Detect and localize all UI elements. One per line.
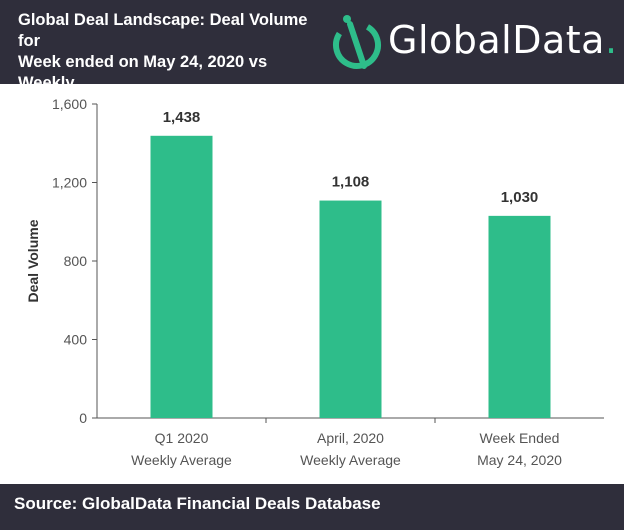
- data-label-1: 1,438: [163, 109, 201, 126]
- source-note: Source: GlobalData Financial Deals Datab…: [14, 494, 381, 513]
- bar-3: [488, 215, 551, 418]
- globaldata-logo-icon: [333, 15, 381, 69]
- labels: 1,438 Q1 2020 Weekly Average 1,108 April, 20…: [131, 109, 562, 468]
- logo-dot: .: [604, 18, 618, 62]
- y-tick-label: 0: [79, 410, 87, 426]
- y-tick-label: 800: [64, 253, 88, 269]
- footer-banner: Source: GlobalData Financial Deals Datab…: [0, 484, 624, 530]
- x-tick-label: Week Ended: [480, 430, 560, 446]
- logo-wordmark: GlobalData.: [388, 18, 618, 62]
- bar-chart: 0 400 800 1,200 1,600 Deal Volume 1,438 Q1 202…: [25, 96, 604, 468]
- chart-title: Global Deal Landscape: Deal Volume for W…: [18, 11, 308, 113]
- x-tick-label: Weekly Average: [300, 452, 401, 468]
- x-tick-label: May 24, 2020: [477, 452, 562, 468]
- x-tick-label: April, 2020: [317, 430, 384, 446]
- data-label-3: 1,030: [501, 189, 539, 206]
- y-tick-label: 1,200: [52, 175, 87, 191]
- header-banner: Global Deal Landscape: Deal Volume for W…: [0, 0, 624, 113]
- bar-2: [319, 200, 382, 418]
- chart-area: 0 400 800 1,200 1,600 Deal Volume 1,438 Q1 202…: [0, 84, 624, 484]
- y-axis-label: Deal Volume: [25, 219, 41, 302]
- logo-name: GlobalData: [388, 18, 605, 62]
- y-tick-label: 1,600: [52, 96, 87, 112]
- data-label-2: 1,108: [332, 174, 370, 191]
- bars: [150, 135, 551, 419]
- x-tick-label: Q1 2020: [155, 430, 209, 446]
- y-tick-label: 400: [64, 332, 88, 348]
- x-tick-label: Weekly Average: [131, 452, 232, 468]
- bar-1: [150, 135, 213, 419]
- globaldata-logo: GlobalData.: [322, 12, 622, 74]
